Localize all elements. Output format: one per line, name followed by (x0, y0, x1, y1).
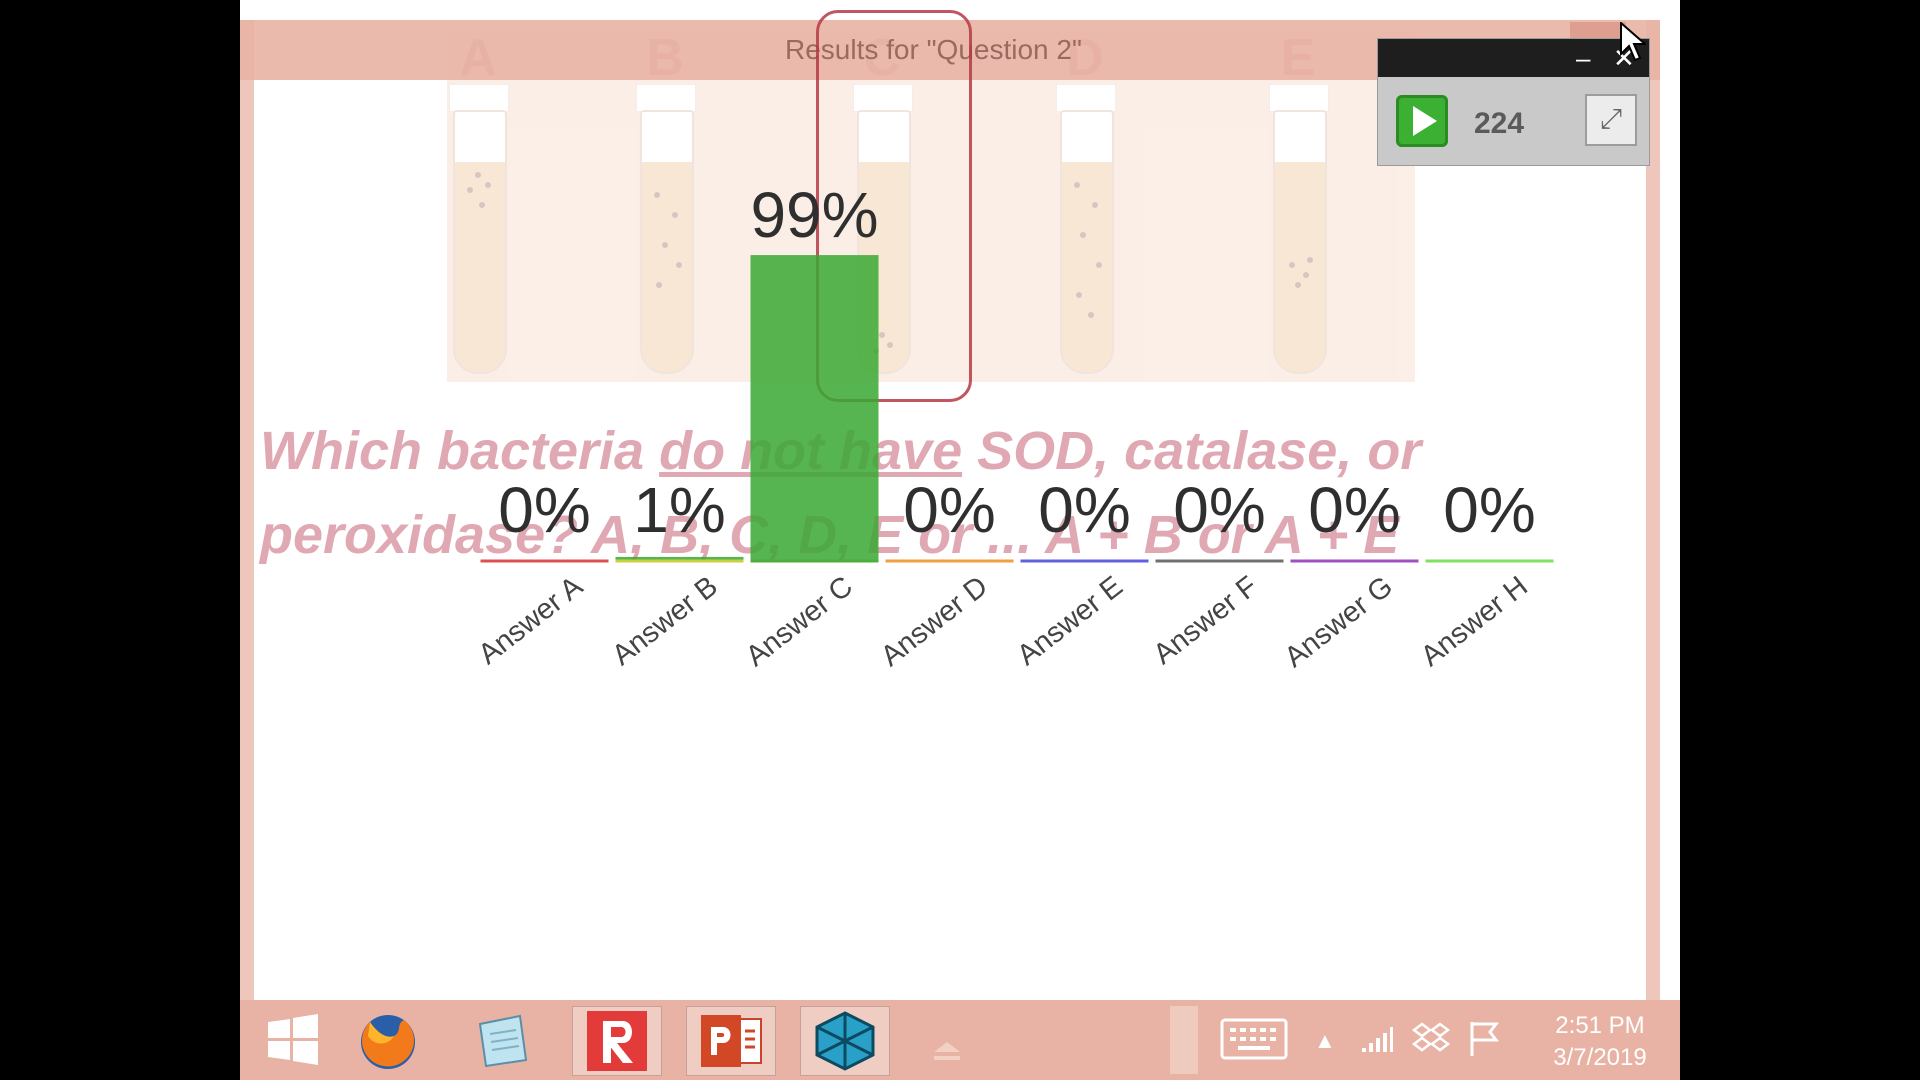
category-label: Answer G (1279, 570, 1399, 674)
value-label: 0% (498, 474, 591, 546)
tube-cap (853, 84, 913, 112)
category-label: Answer C (740, 570, 859, 673)
category-label: Answer F (1148, 570, 1264, 671)
response-count: 224 (1474, 107, 1525, 140)
clock-time: 2:51 PM (1555, 1012, 1645, 1039)
category-label: Answer A (473, 570, 590, 671)
bacteria-speck (467, 187, 473, 193)
category-label: Answer B (606, 570, 724, 672)
bacteria-speck (1076, 292, 1082, 298)
bacteria-speck (1074, 182, 1080, 188)
screen: ABCDE Which bacteria do not have SOD, ca… (240, 0, 1680, 1080)
bacteria-speck (656, 282, 662, 288)
flag-icon[interactable] (1468, 1020, 1502, 1058)
bacteria-speck (879, 332, 885, 338)
bacteria-speck (676, 262, 682, 268)
value-label: 0% (1173, 474, 1266, 546)
dropbox-icon[interactable] (1411, 1020, 1451, 1056)
window-border-right (1646, 20, 1660, 1000)
timer-minimize-button[interactable]: – (1576, 43, 1591, 73)
bacteria-speck (1289, 262, 1295, 268)
value-label: 0% (1443, 474, 1536, 546)
chevron-up-icon[interactable]: ▲ (1314, 1028, 1336, 1053)
notepad-icon[interactable] (458, 1006, 546, 1074)
bacteria-speck (1096, 262, 1102, 268)
test-tube-a (453, 110, 507, 374)
category-label: Answer E (1011, 570, 1129, 672)
value-label: 0% (903, 474, 996, 546)
tube-cap (1269, 84, 1329, 112)
taskbar-scroll[interactable] (1170, 1006, 1198, 1074)
question-line1-start: Which bacteria (260, 421, 660, 481)
clock-date: 3/7/2019 (1553, 1044, 1647, 1072)
test-tube-image (447, 30, 1415, 382)
results-chart: 0%Answer A1%Answer B99%Answer C0%Answer … (473, 179, 1554, 674)
eject-icon (930, 1040, 964, 1064)
bacteria-speck (654, 192, 660, 198)
bacteria-speck (1303, 272, 1309, 278)
cube-app-icon[interactable] (800, 1006, 890, 1076)
window-title: Results for "Question 2" (785, 34, 1082, 65)
bacteria-speck (485, 182, 491, 188)
value-label: 1% (633, 474, 726, 546)
selection-highlight (816, 10, 972, 402)
powerpoint-icon[interactable] (686, 1006, 776, 1076)
firefox-icon[interactable] (344, 1006, 432, 1074)
test-tube-d (1060, 110, 1114, 374)
bacteria-speck (1307, 257, 1313, 263)
bacteria-speck (672, 212, 678, 218)
question-line1-end: SOD, catalase, or (962, 421, 1422, 481)
popout-icon[interactable]: ⤢ (1585, 94, 1637, 146)
bacteria-speck (1295, 282, 1301, 288)
bar-answer-c (750, 255, 879, 560)
test-tube-e (1273, 110, 1327, 374)
tube-cap (1056, 84, 1116, 112)
value-label: 0% (1308, 474, 1401, 546)
background-slide: ABCDE Which bacteria do not have SOD, ca… (240, 0, 1680, 700)
bacteria-speck (887, 342, 893, 348)
timer-title-bar[interactable] (1378, 39, 1649, 77)
window-border-left (240, 20, 254, 1000)
bacteria-speck (662, 242, 668, 248)
value-label: 99% (750, 179, 878, 251)
category-label: Answer H (1415, 570, 1534, 673)
bacteria-speck (479, 202, 485, 208)
category-label: Answer D (875, 570, 994, 673)
taskbar: ▲ 2:51 PM 3/7/2019 (240, 1000, 1680, 1080)
tube-cap (636, 84, 696, 112)
mouse-cursor-icon (1620, 22, 1646, 62)
test-tube-b (640, 110, 694, 374)
bar-answer-b (615, 556, 744, 560)
bacteria-speck (1080, 232, 1086, 238)
timer-widget: – ✕ 224 ⤢ (1377, 38, 1650, 166)
bacteria-speck (1088, 312, 1094, 318)
start-icon[interactable] (248, 1006, 336, 1074)
bacteria-speck (1092, 202, 1098, 208)
signal-icon[interactable] (1360, 1022, 1394, 1056)
keyboard-icon[interactable] (1220, 1018, 1288, 1060)
timer-close-button[interactable]: ✕ (1613, 43, 1635, 73)
play-icon[interactable] (1396, 95, 1448, 147)
clock[interactable]: 2:51 PM 3/7/2019 (1530, 1010, 1670, 1075)
value-label: 0% (1038, 474, 1131, 546)
tube-cap (449, 84, 509, 112)
r-app-icon[interactable] (572, 1006, 662, 1076)
bacteria-speck (475, 172, 481, 178)
